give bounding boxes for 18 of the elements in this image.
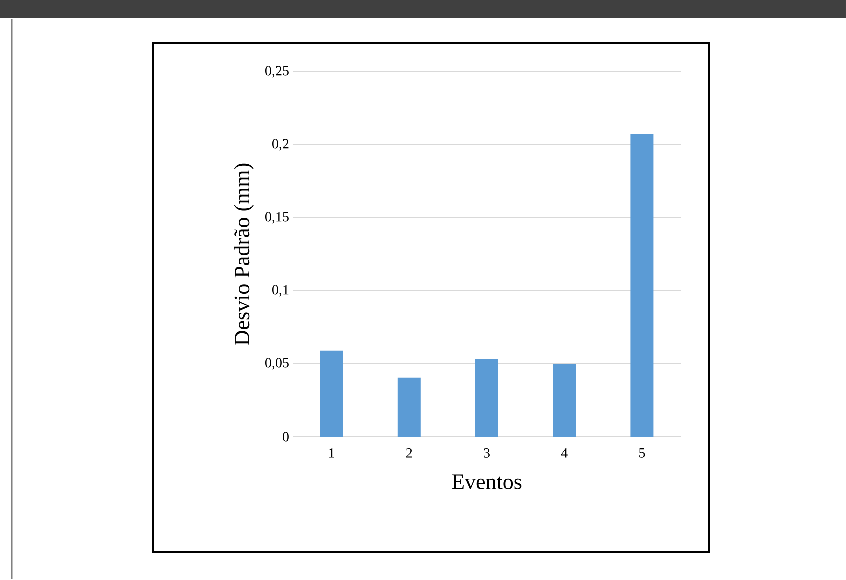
x-tick-label: 1 (330, 448, 334, 458)
bar (553, 364, 576, 438)
x-tick-label: 5 (640, 448, 646, 458)
y-tick-label: 0,05 (266, 358, 289, 370)
bar (320, 350, 344, 438)
bar (476, 359, 498, 438)
bar (398, 378, 421, 438)
x-tick-label: 4 (561, 448, 568, 458)
x-tick-label: 2 (406, 448, 412, 458)
y-tick-label: 0,25 (266, 66, 289, 78)
bar (630, 134, 654, 438)
y-tick-label: 0,1 (272, 285, 289, 297)
x-axis-title: Eventos (452, 474, 522, 490)
y-tick-label: 0,2 (272, 139, 289, 151)
y-tick-label: 0 (283, 432, 289, 442)
x-tick-label: 3 (484, 448, 490, 458)
y-tick-label: 0,15 (266, 212, 289, 224)
y-axis-title: Desvio Padrão (mm) (234, 164, 254, 346)
